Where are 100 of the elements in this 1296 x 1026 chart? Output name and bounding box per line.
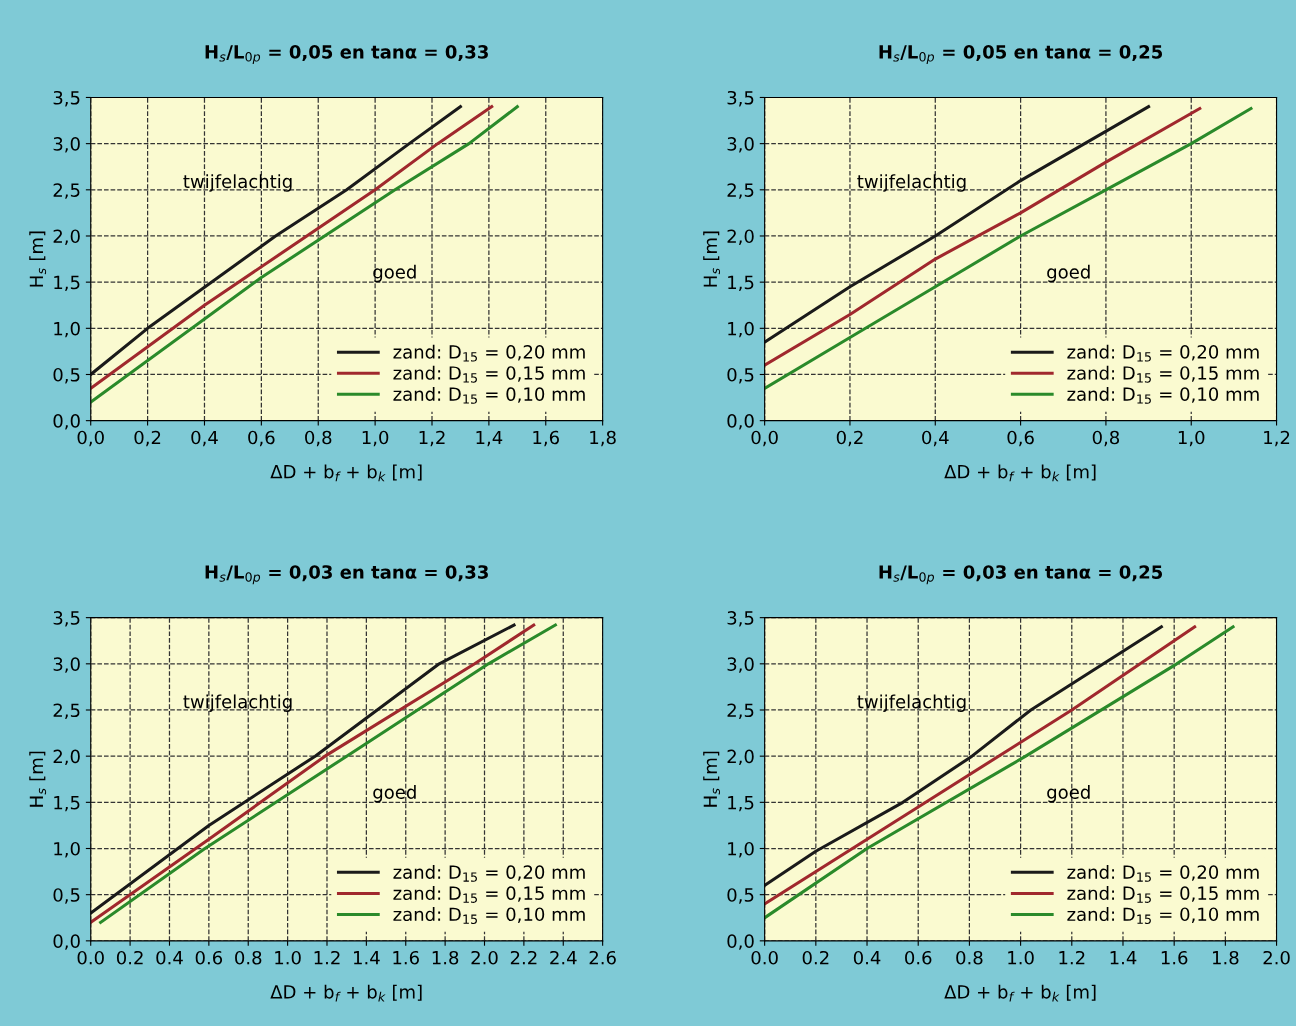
annotation: goed (373, 784, 416, 803)
x-tick-label: 1.0 (275, 950, 301, 965)
x-tick-label: 0,6 (248, 430, 275, 447)
x-tick-label: 2.0 (471, 950, 498, 965)
legend-label: zand: D$_{15}$ = 0,15 mm (393, 886, 585, 903)
y-tick-label: 2,5 (727, 703, 754, 719)
y-tick-label: 2,5 (727, 183, 754, 199)
x-tick-label: 1.8 (432, 950, 459, 965)
x-tick-label: 2.6 (589, 950, 616, 965)
x-axis-title: ΔD + b$_{f}$ + b$_{k}$ [m] (270, 984, 422, 1002)
y-tick-label: 3,5 (53, 90, 80, 107)
x-tick-label: 1.8 (1212, 950, 1239, 965)
legend-label: zand: D$_{15}$ = 0,20 mm (393, 864, 585, 882)
legend-label: zand: D$_{15}$ = 0,20 mm (1067, 864, 1259, 882)
chart-title: H$_{s}$/L$_{0p}$ = 0,03 en tanα = 0,25 (879, 565, 1163, 585)
x-axis-title: ΔD + b$_{f}$ + b$_{k}$ [m] (944, 984, 1096, 1002)
x-tick-label: 1,6 (533, 430, 559, 447)
x-tick-label: 2.2 (510, 950, 537, 965)
y-tick-label: 0,5 (53, 367, 80, 384)
x-tick-label: 0.8 (956, 950, 983, 965)
legend-label: zand: D$_{15}$ = 0,10 mm (393, 386, 585, 404)
y-tick-label: 2,5 (53, 183, 80, 199)
x-tick-label: 0.4 (853, 950, 881, 965)
y-tick-label: 1,0 (728, 321, 754, 338)
legend-label: zand: D$_{15}$ = 0,15 mm (1067, 365, 1259, 383)
x-axis-title: ΔD + b$_{f}$ + b$_{k}$ [m] (270, 464, 422, 482)
y-tick-label: 3,5 (53, 611, 80, 627)
annotation: twijfelachtig (857, 174, 966, 192)
x-tick-label: 1.2 (314, 950, 340, 965)
y-tick-label: 3,0 (53, 657, 80, 673)
chart-title: H$_{s}$/L$_{0p}$ = 0,03 en tanα = 0,33 (205, 565, 488, 585)
x-tick-label: 0.0 (751, 950, 778, 965)
y-tick-label: 2,5 (53, 703, 80, 719)
y-tick-label: 0,0 (53, 934, 80, 950)
x-tick-label: 0.2 (802, 950, 829, 965)
annotation: twijfelachtig (183, 174, 292, 192)
x-tick-label: 0,2 (836, 430, 863, 447)
line-series (764, 105, 1151, 344)
y-tick-label: 2,0 (53, 749, 80, 766)
y-tick-label: 3,5 (727, 611, 754, 627)
y-axis-title: H$_{s}$ [m] (703, 231, 721, 287)
y-tick-label: 0,5 (727, 888, 754, 904)
x-tick-label: 0.6 (905, 950, 932, 965)
x-tick-label: 0,4 (922, 430, 949, 447)
annotation: goed (1047, 264, 1090, 283)
x-tick-label: 0,2 (134, 430, 161, 447)
y-tick-label: 1,5 (728, 275, 754, 292)
x-tick-label: 0,0 (751, 430, 778, 447)
y-tick-label: 0,5 (727, 367, 754, 384)
annotation: twijfelachtig (183, 694, 292, 712)
y-tick-label: 3,0 (727, 657, 754, 673)
x-tick-label: 0,4 (191, 430, 218, 447)
legend-label: zand: D$_{15}$ = 0,20 mm (1067, 344, 1259, 362)
x-tick-label: 1.4 (354, 951, 380, 965)
x-tick-label: 0,0 (77, 430, 104, 447)
x-tick-label: 1,2 (1264, 430, 1290, 447)
legend-label: zand: D$_{15}$ = 0,10 mm (393, 907, 585, 924)
y-tick-label: 1,5 (54, 796, 80, 812)
x-tick-label: 0.4 (156, 950, 183, 965)
annotation: goed (373, 264, 416, 283)
x-tick-label: 0.6 (195, 950, 223, 965)
y-tick-label: 2,0 (727, 229, 754, 245)
x-tick-label: 0,8 (1092, 430, 1120, 447)
x-tick-label: 0,8 (305, 430, 332, 447)
x-tick-label: 1.2 (1059, 950, 1085, 965)
legend-label: zand: D$_{15}$ = 0,15 mm (1067, 886, 1259, 903)
legend-label: zand: D$_{15}$ = 0,20 mm (393, 344, 585, 362)
x-tick-label: 1.0 (1008, 950, 1034, 965)
y-axis-title: H$_{s}$ [m] (29, 751, 47, 807)
y-tick-label: 1,5 (54, 275, 80, 292)
y-tick-label: 0,0 (53, 414, 80, 430)
x-tick-label: 0.2 (116, 950, 143, 965)
y-tick-label: 0,0 (727, 934, 754, 950)
y-tick-label: 3,0 (53, 137, 80, 153)
x-tick-label: 0,6 (1007, 430, 1034, 447)
y-axis-title: H$_{s}$ [m] (703, 751, 721, 807)
y-tick-label: 0,5 (53, 888, 80, 904)
chart-title: H$_{s}$/L$_{0p}$ = 0,05 en tanα = 0,33 (205, 45, 488, 65)
x-tick-label: 2.0 (1263, 950, 1290, 965)
y-tick-label: 2,0 (53, 229, 80, 245)
legend-label: zand: D$_{15}$ = 0,10 mm (1067, 386, 1259, 404)
annotation: goed (1047, 784, 1090, 803)
y-tick-label: 2,0 (727, 749, 754, 766)
annotation: twijfelachtig (857, 694, 966, 712)
chart-title: H$_{s}$/L$_{0p}$ = 0,05 en tanα = 0,25 (879, 45, 1163, 65)
x-tick-label: 1.4 (1110, 951, 1137, 965)
y-tick-label: 1,5 (728, 796, 754, 812)
y-tick-label: 1,0 (54, 321, 80, 338)
y-tick-label: 3,0 (727, 137, 754, 153)
legend-label: zand: D$_{15}$ = 0,10 mm (1067, 907, 1259, 924)
x-tick-label: 1.6 (1161, 950, 1188, 965)
y-axis-title: H$_{s}$ [m] (29, 231, 47, 287)
x-axis-title: ΔD + b$_{f}$ + b$_{k}$ [m] (944, 464, 1096, 482)
x-tick-label: 1,0 (362, 430, 389, 447)
x-tick-label: 1.6 (393, 950, 419, 965)
y-tick-label: 1,0 (728, 841, 754, 858)
x-tick-label: 2.4 (550, 950, 577, 965)
y-tick-label: 3,5 (727, 90, 754, 107)
y-tick-label: 0,0 (727, 414, 754, 430)
y-tick-label: 1,0 (54, 841, 80, 858)
